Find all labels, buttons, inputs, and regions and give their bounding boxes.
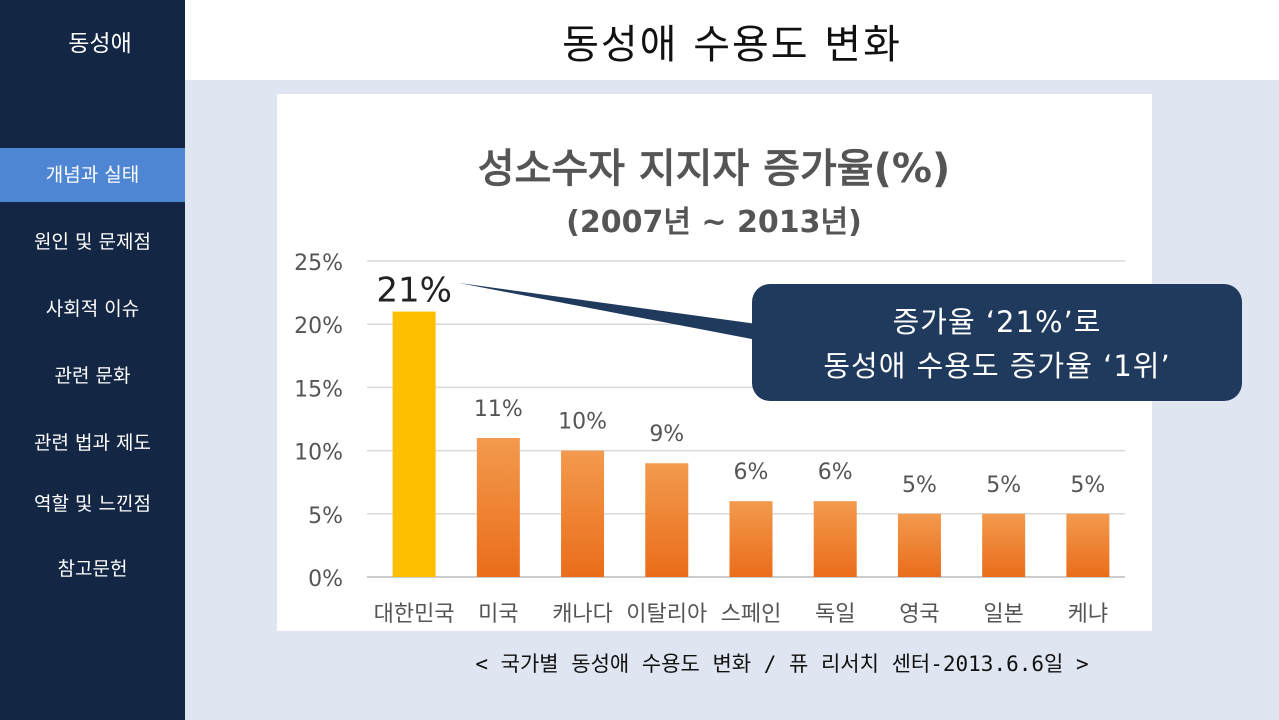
bar-1 — [392, 311, 436, 577]
x-category-label: 케냐 — [1068, 602, 1108, 627]
bar-8 — [982, 513, 1026, 577]
x-category-label: 이탈리아 — [626, 602, 707, 627]
y-tick-label: 25% — [294, 251, 343, 276]
data-label: 10% — [558, 410, 607, 435]
x-category-label: 대한민국 — [374, 602, 455, 627]
bar-5 — [729, 501, 773, 577]
data-label: 5% — [902, 473, 937, 498]
data-label: 6% — [818, 460, 853, 485]
y-tick-label: 20% — [294, 314, 343, 339]
y-tick-label: 5% — [308, 504, 343, 529]
bar-chart: 성소수자 지지자 증가율(%) (2007년 ~ 2013년) 0% 5% 10% 1… — [294, 146, 1125, 627]
callout-line-2: 동성애 수용도 증가율 ‘1위’ — [823, 349, 1171, 383]
callout-line-1: 증가율 ‘21%’로 — [892, 305, 1102, 339]
data-label: 5% — [986, 473, 1021, 498]
bar-9 — [1066, 513, 1110, 577]
bar-6 — [813, 501, 857, 577]
x-category-label: 독일 — [815, 602, 855, 627]
callout-box: 증가율 ‘21%’로 동성애 수용도 증가율 ‘1위’ — [752, 284, 1242, 401]
sidebar-item-references[interactable]: 참고문헌 — [57, 558, 128, 580]
data-label: 6% — [734, 460, 769, 485]
bar-2 — [476, 437, 520, 577]
header-bar: 동성애 수용도 변화 — [185, 0, 1279, 80]
sidebar-item-culture[interactable]: 관련 문화 — [54, 365, 131, 387]
x-category-label: 일본 — [983, 602, 1023, 627]
chart-title: 성소수자 지지자 증가율(%) — [478, 146, 951, 192]
y-tick-label: 15% — [294, 377, 343, 402]
sidebar-item-social-issues[interactable]: 사회적 이슈 — [45, 298, 140, 320]
bar-4 — [645, 463, 689, 577]
data-label: 5% — [1070, 473, 1105, 498]
sidebar-item-role[interactable]: 역할 및 느낀점 — [34, 493, 151, 515]
source-caption: < 국가별 동성애 수용도 변화 / 퓨 리서치 센터-2013.6.6일 > — [475, 652, 1089, 676]
callout-pointer — [459, 283, 757, 340]
x-category-label: 스페인 — [721, 602, 782, 627]
sidebar: 동성애 개념과 실태 원인 및 문제점 사회적 이슈 관련 문화 관련 법과 제… — [0, 0, 185, 720]
page-title: 동성애 수용도 변화 — [562, 22, 902, 68]
bar-7 — [897, 513, 941, 577]
sidebar-item-concept[interactable]: 개념과 실태 — [0, 148, 185, 202]
x-category-label: 캐나다 — [552, 602, 613, 627]
y-tick-label: 10% — [294, 441, 343, 466]
data-label: 9% — [649, 422, 684, 447]
x-category-label: 미국 — [478, 602, 518, 627]
sidebar-logo: 동성애 — [68, 31, 132, 57]
y-tick-label: 0% — [308, 567, 343, 592]
x-category-label: 영국 — [899, 602, 939, 627]
sidebar-item-causes[interactable]: 원인 및 문제점 — [34, 231, 151, 253]
data-label: 11% — [474, 397, 523, 422]
data-label: 21% — [376, 271, 452, 311]
chart-subtitle: (2007년 ~ 2013년) — [566, 205, 862, 240]
bar-3 — [561, 450, 605, 577]
sidebar-item-law[interactable]: 관련 법과 제도 — [34, 432, 151, 454]
